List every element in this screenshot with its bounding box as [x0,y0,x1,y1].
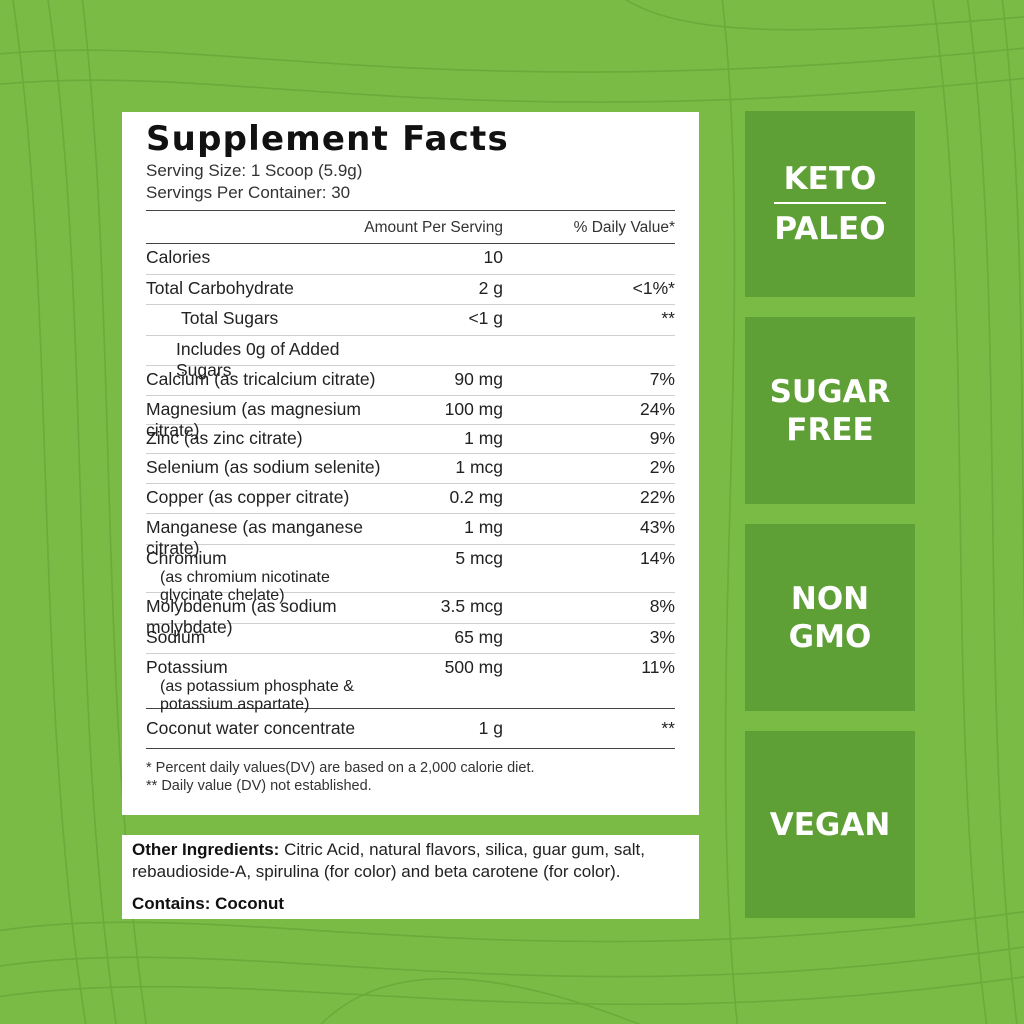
facts-title: Supplement Facts [146,119,509,159]
badge-non-gmo: NON GMO [745,524,915,711]
row-amount: 10 [483,247,503,267]
table-row: Calcium (as tricalcium citrate) 90 mg 7% [146,366,675,396]
row-amount: 65 mg [454,627,503,647]
badge-vegan-text: VEGAN [769,806,891,843]
table-row: Zinc (as zinc citrate) 1 mg 9% [146,425,675,454]
ingredients-text: Other Ingredients: Citric Acid, natural … [132,839,689,883]
badge-vegan: VEGAN [745,731,915,918]
row-daily-value: <1%* [632,278,675,298]
table-row: Chromium (as chromium nicotinate glycina… [146,545,675,604]
row-daily-value: 8% [649,596,675,616]
row-name: Calories [146,247,211,267]
row-daily-value: ** [661,308,675,328]
table-row: Total Sugars <1 g ** [146,305,675,336]
row-amount: 1 mg [464,517,503,537]
row-daily-value: ** [661,718,675,738]
row-name: Total Carbohydrate [146,278,294,298]
row-name: Selenium (as sodium selenite) [146,457,381,477]
servings-per-container: Servings Per Container: 30 [146,183,351,202]
badge-sugar-text: SUGAR [769,373,891,410]
row-amount: 100 mg [444,399,503,419]
badge-free-text: FREE [786,411,874,448]
row-daily-value: 3% [649,627,675,647]
table-row: Sodium 65 mg 3% [146,624,675,654]
row-daily-value: 24% [639,399,675,419]
row-amount: 0.2 mg [449,487,504,507]
table-row: Copper (as copper citrate) 0.2 mg 22% [146,484,675,514]
footnotes: * Percent daily values(DV) are based on … [146,759,675,795]
row-amount: <1 g [468,308,503,328]
row-name: Zinc (as zinc citrate) [146,428,303,448]
row-name: Manganese (as manganese citrate) [146,517,363,558]
row-name: Includes 0g of Added Sugars [176,339,340,380]
row-name: Magnesium (as magnesium citrate) [146,399,361,440]
row-subname: (as potassium phosphate & potassium aspa… [160,678,354,713]
table-row: Manganese (as manganese citrate) 1 mg 43… [146,514,675,558]
row-amount: 3.5 mcg [440,596,503,616]
contains-allergen: Contains: Coconut [132,894,285,913]
header-amount-per-serving: Amount Per Serving [364,219,503,236]
supplement-facts-panel: Supplement Facts Serving Size: 1 Scoop (… [122,112,699,815]
row-name: Copper (as copper citrate) [146,487,350,507]
row-daily-value [503,336,675,365]
badge-paleo-text: PALEO [774,210,886,247]
table-row: Includes 0g of Added Sugars [146,336,675,380]
row-daily-value: 11% [641,657,675,677]
row-daily-value: 43% [639,517,675,537]
ingredients-label: Other Ingredients: [132,840,280,859]
badge-keto-paleo: KETO PALEO [745,111,915,297]
footnote-percent-dv: * Percent daily values(DV) are based on … [146,760,535,776]
row-subname: (as chromium nicotinate glycinate chelat… [160,569,330,604]
row-amount: 1 mcg [455,457,503,477]
row-name: Sodium [146,627,206,647]
row-amount: 5 mcg [455,548,503,568]
row-amount: 90 mg [454,369,503,389]
table-row: Coconut water concentrate 1 g ** [146,709,675,749]
table-row: Molybdenum (as sodium molybdate) 3.5 mcg… [146,593,675,637]
badge-gmo-text: GMO [788,618,872,655]
badge-keto-text: KETO [783,161,877,198]
row-name: Chromium [146,548,227,568]
other-ingredients-panel: Other Ingredients: Citric Acid, natural … [122,835,699,919]
footnote-dv-not-established: ** Daily value (DV) not established. [146,778,372,794]
table-row: Selenium (as sodium selenite) 1 mcg 2% [146,454,675,484]
row-name: Coconut water concentrate [146,718,356,738]
row-name: Total Sugars [181,308,279,328]
table-row: Magnesium (as magnesium citrate) 100 mg … [146,396,675,440]
row-name-wrap: Chromium (as chromium nicotinate glycina… [146,545,393,604]
row-daily-value: 9% [649,428,675,448]
table-row: Calories 10 [146,244,675,275]
table-row: Potassium (as potassium phosphate & pota… [146,654,675,713]
row-amount [393,336,503,365]
badge-divider [774,202,886,204]
row-daily-value: 2% [649,457,675,477]
row-name: Molybdenum (as sodium molybdate) [146,596,337,637]
header-daily-value: % Daily Value* [573,219,675,236]
serving-size: Serving Size: 1 Scoop (5.9g) [146,161,363,180]
row-name-wrap: Potassium (as potassium phosphate & pota… [146,654,393,713]
row-daily-value: 22% [639,487,675,507]
row-daily-value: 7% [649,369,675,389]
table-row: Total Carbohydrate 2 g <1%* [146,275,675,305]
row-amount: 1 g [478,718,503,738]
row-amount: 1 mg [464,428,503,448]
ingredients-list: Citric Acid, natural flavors, silica, gu… [132,840,645,881]
row-name: Calcium (as tricalcium citrate) [146,369,376,389]
badge-non-text: NON [790,580,870,617]
badge-sugar-free: SUGAR FREE [745,317,915,504]
facts-header-row: Amount Per Serving % Daily Value* [146,210,675,244]
row-daily-value [503,244,675,274]
row-amount: 500 mg [444,657,503,677]
row-name: Potassium [146,657,228,677]
row-daily-value: 14% [639,548,675,568]
row-amount: 2 g [478,278,503,298]
